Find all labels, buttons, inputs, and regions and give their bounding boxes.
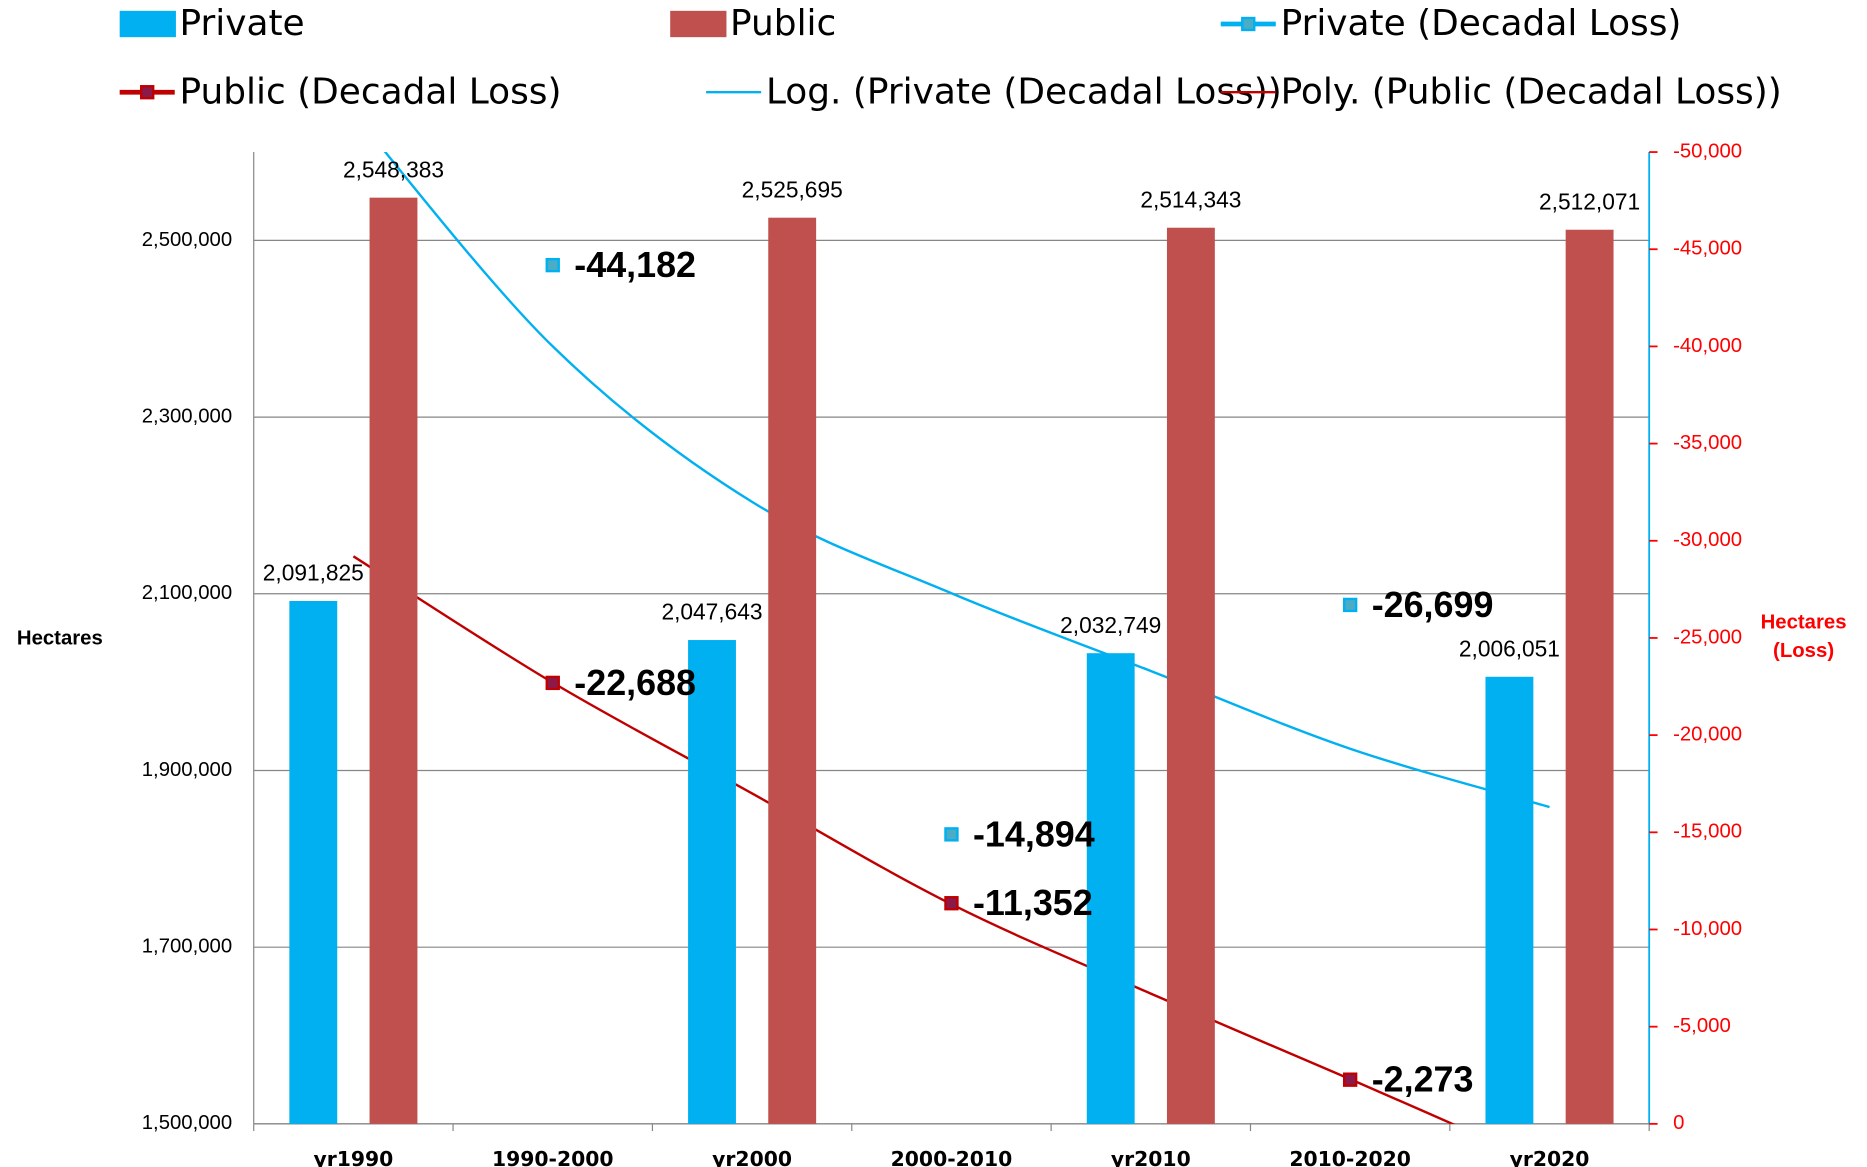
bar bbox=[768, 217, 817, 1124]
y-tick-label: 2,300,000 bbox=[142, 405, 232, 427]
bar-value-label: 2,514,343 bbox=[1140, 186, 1241, 212]
y2-tick-label: -40,000 bbox=[1673, 335, 1742, 357]
bar-value-label: 2,548,383 bbox=[343, 156, 444, 182]
loss-value-label: -14,894 bbox=[973, 814, 1095, 854]
x-tick-label: yr2000 bbox=[712, 1147, 792, 1167]
y-axis-title: Hectares bbox=[17, 628, 103, 650]
legend-swatch bbox=[670, 10, 727, 38]
bar bbox=[289, 601, 338, 1124]
y2-tick-label: -15,000 bbox=[1673, 821, 1742, 843]
plot-area bbox=[352, 152, 1550, 1124]
y2-tick-label: -25,000 bbox=[1673, 626, 1742, 648]
x-tick-label: 1990-2000 bbox=[492, 1147, 614, 1167]
x-tick-label: yr2010 bbox=[1111, 1147, 1191, 1167]
y2-tick-label: -35,000 bbox=[1673, 432, 1742, 454]
loss-value-label: -44,182 bbox=[574, 245, 696, 285]
legend-marker bbox=[140, 85, 155, 100]
legend-label: Private (Decadal Loss) bbox=[1281, 3, 1682, 44]
bar bbox=[369, 197, 418, 1124]
bar bbox=[688, 640, 736, 1124]
marker bbox=[1342, 597, 1358, 613]
bar-value-label: 2,091,825 bbox=[263, 560, 364, 586]
y2-axis-title-box: Hectares (Loss) bbox=[1760, 610, 1847, 662]
y2-tick-label: -5,000 bbox=[1673, 1015, 1731, 1037]
trend-line bbox=[352, 555, 1456, 1124]
x-tick-label: 2010-2020 bbox=[1289, 1147, 1411, 1167]
y2-tick-label: -50,000 bbox=[1673, 140, 1742, 162]
legend-label: Poly. (Public (Decadal Loss)) bbox=[1281, 71, 1782, 112]
bar-value-label: 2,032,749 bbox=[1060, 612, 1161, 638]
bar-value-label: 2,006,051 bbox=[1459, 635, 1560, 661]
legend-label: Log. (Private (Decadal Loss)) bbox=[766, 71, 1282, 112]
x-tick-label: 2000-2010 bbox=[891, 1147, 1013, 1167]
loss-value-label: -11,352 bbox=[973, 883, 1093, 923]
y2-axis-title: Hectares (Loss) bbox=[1760, 610, 1847, 662]
y-tick-label: 2,500,000 bbox=[142, 229, 232, 251]
legend-label: Public (Decadal Loss) bbox=[180, 71, 562, 112]
bar bbox=[1166, 227, 1215, 1124]
bar-value-label: 2,047,643 bbox=[661, 599, 762, 625]
bar bbox=[1485, 676, 1534, 1124]
bar bbox=[1565, 229, 1614, 1124]
y2-tick-label: -10,000 bbox=[1673, 918, 1742, 940]
y-tick-label: 1,900,000 bbox=[142, 759, 232, 781]
x-tick-label: yr2020 bbox=[1510, 1147, 1590, 1167]
y2-tick-label: -30,000 bbox=[1673, 529, 1742, 551]
legend-marker bbox=[1241, 16, 1256, 32]
loss-value-label: -26,699 bbox=[1372, 585, 1494, 625]
legend-swatch bbox=[119, 10, 176, 38]
legend-label: Public bbox=[730, 3, 836, 44]
x-tick-label: yr1990 bbox=[313, 1147, 393, 1167]
bar-value-label: 2,512,071 bbox=[1539, 188, 1640, 214]
loss-value-label: -22,688 bbox=[574, 663, 696, 703]
marker bbox=[944, 827, 959, 842]
marker bbox=[545, 675, 560, 691]
marker bbox=[944, 896, 959, 911]
marker bbox=[545, 257, 560, 273]
marker bbox=[1342, 1072, 1358, 1087]
y-tick-label: 1,500,000 bbox=[142, 1112, 232, 1134]
bar bbox=[1086, 653, 1135, 1124]
bar-value-label: 2,525,695 bbox=[742, 176, 843, 202]
y-tick-label: 1,700,000 bbox=[142, 936, 232, 958]
y2-tick-label: -20,000 bbox=[1673, 724, 1742, 746]
legend-label: Private bbox=[180, 3, 305, 44]
loss-value-label: -2,273 bbox=[1372, 1060, 1474, 1100]
y2-tick-label: -45,000 bbox=[1673, 238, 1742, 260]
y2-tick-label: 0 bbox=[1673, 1112, 1684, 1134]
y-tick-label: 2,100,000 bbox=[142, 582, 232, 604]
trend-line bbox=[383, 152, 1550, 809]
